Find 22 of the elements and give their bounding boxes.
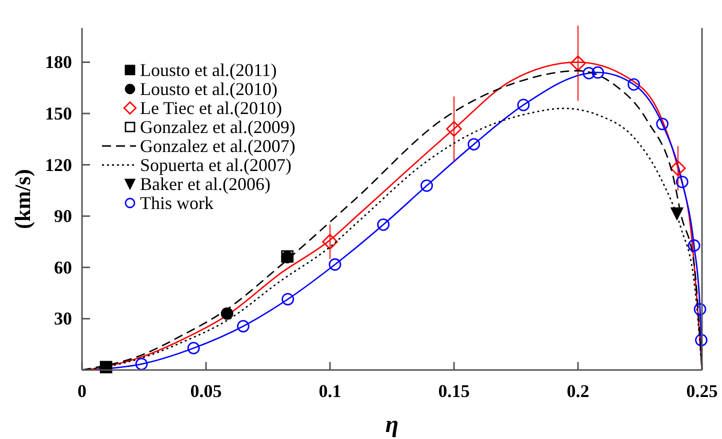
y-tick-label: 150 xyxy=(45,104,72,124)
legend-label: Lousto et al.(2011) xyxy=(140,60,277,80)
y-tick-label: 60 xyxy=(54,257,72,278)
legend-label: Baker et al.(2006) xyxy=(140,174,270,194)
legend-label: Sopuerta et al.(2007) xyxy=(140,155,292,175)
x-tick-label: 0.05 xyxy=(190,381,222,401)
y-tick-label: 120 xyxy=(45,154,72,175)
legend-label: This work xyxy=(140,193,214,213)
legend-label: Gonzalez et al.(2007) xyxy=(140,136,296,156)
legend-label: Le Tiec et al.(2010) xyxy=(140,98,282,118)
x-tick-label: 0.2 xyxy=(566,381,590,401)
x-tick-label: 0.15 xyxy=(438,381,470,401)
y-tick-label: 90 xyxy=(54,206,72,226)
x-axis-title: η xyxy=(385,412,399,438)
x-tick-label: 0.25 xyxy=(686,381,718,401)
y-axis-title: (km/s) xyxy=(10,169,35,229)
x-tick-label: 0.1 xyxy=(318,381,342,401)
legend-label: Gonzalez et al.(2009) xyxy=(140,117,296,137)
y-tick-label: 30 xyxy=(54,308,72,329)
legend-label: Lousto et al.(2010) xyxy=(140,79,278,99)
y-tick-label: 180 xyxy=(45,52,72,72)
x-tick-label: 0 xyxy=(78,381,86,401)
